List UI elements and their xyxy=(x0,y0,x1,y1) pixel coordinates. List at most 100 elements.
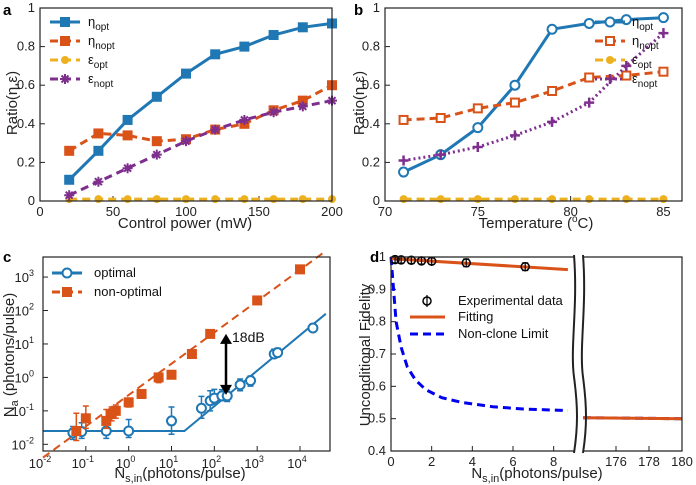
x-tick-label: 104 xyxy=(287,454,306,471)
data-point xyxy=(64,174,75,185)
data-point xyxy=(398,155,409,166)
legend-marker xyxy=(61,267,73,279)
series-line-0 xyxy=(402,16,664,174)
x-tick-label: 10-2 xyxy=(29,454,51,471)
panel-d-label: d xyxy=(370,249,379,266)
data-point xyxy=(406,255,417,265)
x-tick-label: 101 xyxy=(159,454,178,471)
arrow-head-up xyxy=(220,333,232,344)
series-line-3 xyxy=(68,99,333,197)
panel-a-plot: 0 50 100 150 200 0 0.2 0.4 0.6 0.8 1 ηoptηnoptεoptε… xyxy=(17,0,343,219)
y-tick-label: 103 xyxy=(15,268,34,285)
data-point xyxy=(547,85,558,96)
y-tick-label: 102 xyxy=(15,302,34,319)
legend-marker xyxy=(61,56,69,64)
data-point xyxy=(307,322,319,334)
plot-frame xyxy=(42,256,331,452)
panel-b-xlabel: Temperature (oC) xyxy=(479,214,594,232)
y-tick-label: 0.8 xyxy=(368,314,386,329)
data-point xyxy=(269,195,278,204)
x-tick-label: 10-1 xyxy=(72,454,94,471)
legend-label: εopt xyxy=(88,52,108,71)
x-tick-label: 70 xyxy=(378,204,392,219)
legend-marker xyxy=(604,16,616,28)
data-point xyxy=(239,114,250,125)
data-point xyxy=(122,130,133,141)
panel-c: c Ns,in(photons/pulse) Na (photons/pulse… xyxy=(1,249,265,485)
data-point xyxy=(94,195,103,204)
legend-marker xyxy=(422,296,432,306)
x-tick-label: 100 xyxy=(175,204,197,219)
data-point xyxy=(272,347,284,359)
legend-label: optimal xyxy=(94,265,136,280)
axis-break-line-right xyxy=(580,254,587,454)
panel-c-plot: 10-2 10-1 100 101 102 103 104 10-2 10-1 100 101 102… xyxy=(12,250,331,471)
data-point xyxy=(210,49,221,60)
plot-frame xyxy=(39,7,333,202)
x-tick-label: 180 xyxy=(671,454,693,469)
data-point xyxy=(186,349,197,360)
legend-label: ηnopt xyxy=(632,33,659,52)
data-point xyxy=(93,145,104,156)
legend-marker xyxy=(605,74,615,84)
data-point xyxy=(546,23,558,35)
data-point xyxy=(153,372,164,383)
data-point xyxy=(123,425,135,437)
data-point xyxy=(298,195,307,204)
y-tick-label: 1 xyxy=(373,0,380,15)
y-tick-label: 0.8 xyxy=(17,39,35,54)
data-point xyxy=(398,166,410,178)
data-point xyxy=(64,145,75,156)
data-point xyxy=(547,116,558,127)
data-point xyxy=(151,91,162,102)
data-point xyxy=(472,103,483,114)
data-point xyxy=(151,149,162,160)
data-point xyxy=(621,60,632,71)
data-point xyxy=(520,261,530,272)
fitting-line-left xyxy=(390,257,568,272)
x-tick-label: 2 xyxy=(428,454,435,469)
x-tick-label: 6 xyxy=(509,454,516,469)
y-tick-label: 10-2 xyxy=(12,435,34,452)
panel-d-plot: 0.4 0.5 0.6 0.7 0.8 0.9 1 0 2 4 6 8 176 178 180 Experim… xyxy=(368,249,693,469)
panel-b-ylabel: Ratio(η,ε) xyxy=(351,71,368,135)
y-tick-label: 0.7 xyxy=(368,346,386,361)
y-tick-label: 100 xyxy=(15,368,34,385)
data-point xyxy=(584,97,595,108)
y-tick-label: 10-1 xyxy=(12,402,34,419)
data-point xyxy=(658,66,669,77)
panel-c-annotation: 18dB xyxy=(232,329,265,345)
x-tick-label: 200 xyxy=(321,204,343,219)
axis-break-line-left xyxy=(571,254,578,454)
y-tick-label: 0.5 xyxy=(368,411,386,426)
data-point xyxy=(509,130,520,141)
data-point xyxy=(509,97,520,108)
data-point xyxy=(205,328,216,339)
data-point xyxy=(399,195,408,204)
panel-a-ylabel: Ratio(η,ε) xyxy=(4,71,21,135)
y-tick-label: 1 xyxy=(28,0,35,15)
data-point xyxy=(210,124,221,135)
series-line-1 xyxy=(403,70,664,122)
y-tick-label: 0.6 xyxy=(368,378,386,393)
legend-marker xyxy=(605,36,615,46)
x-tick-label: 100 xyxy=(116,454,135,471)
data-point xyxy=(584,72,595,83)
panel-d: d Ns,in(photons/pulse) Unconditional Fid… xyxy=(357,249,603,485)
legend-label: ηopt xyxy=(632,14,653,33)
data-point xyxy=(122,114,133,125)
data-point xyxy=(435,149,446,160)
data-point xyxy=(64,190,75,201)
x-tick-label: 4 xyxy=(469,454,476,469)
x-tick-label: 178 xyxy=(638,454,660,469)
panel-a: a Control power (mW) Ratio(η,ε) xyxy=(3,2,252,232)
data-point xyxy=(182,195,190,204)
x-tick-label: 0 xyxy=(36,204,43,219)
legend-label: εnopt xyxy=(88,71,113,90)
y-tick-label: 0.6 xyxy=(17,77,35,92)
axis-break-gap xyxy=(574,255,583,453)
data-point xyxy=(297,22,308,33)
data-point xyxy=(245,375,257,387)
data-point xyxy=(398,114,409,125)
plot-frame xyxy=(384,7,683,202)
